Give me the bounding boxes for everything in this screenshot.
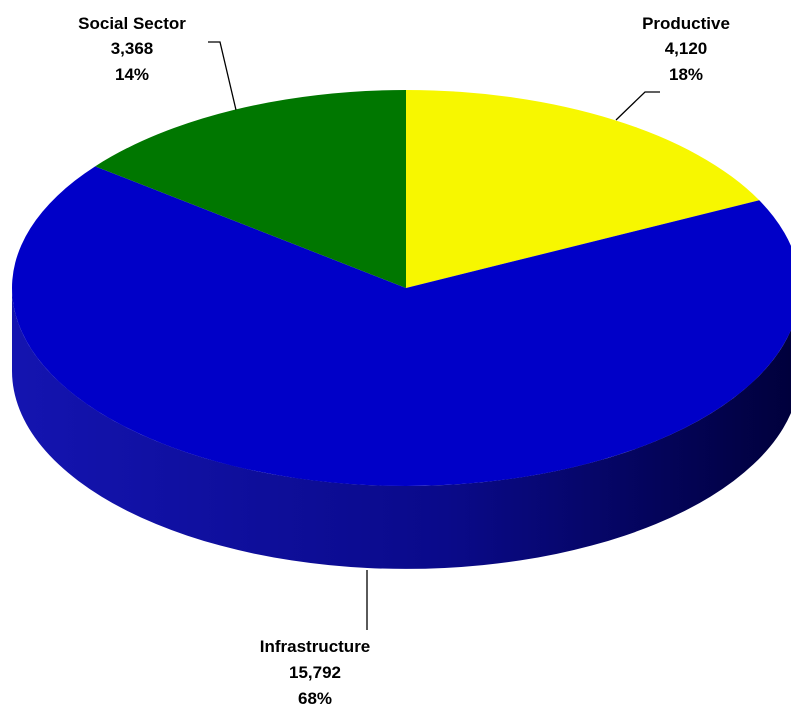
- label-value-infrastructure: 15,792: [289, 663, 341, 682]
- leader-line-productive: [615, 91, 660, 121]
- label-name-social-sector: Social Sector: [78, 14, 186, 33]
- pie-slice-infrastructure: [12, 166, 791, 486]
- label-percent-infrastructure: 68%: [298, 689, 332, 708]
- label-value-productive: 4,120: [665, 39, 708, 58]
- label-percent-social-sector: 14%: [115, 65, 149, 84]
- pie-slice-social-sector: [95, 90, 406, 288]
- pie-side-infrastructure: [12, 288, 791, 569]
- pie-slice-productive: [406, 90, 760, 288]
- label-value-social-sector: 3,368: [111, 39, 154, 58]
- leader-line-social-sector: [208, 41, 237, 111]
- label-infrastructure: Infrastructure 15,792 68%: [260, 570, 371, 708]
- label-productive: Productive 4,120 18%: [615, 14, 730, 121]
- label-percent-productive: 18%: [669, 65, 703, 84]
- pie-slices: [12, 90, 791, 569]
- label-name-infrastructure: Infrastructure: [260, 637, 371, 656]
- label-name-productive: Productive: [642, 14, 730, 33]
- label-social-sector: Social Sector 3,368 14%: [78, 14, 237, 111]
